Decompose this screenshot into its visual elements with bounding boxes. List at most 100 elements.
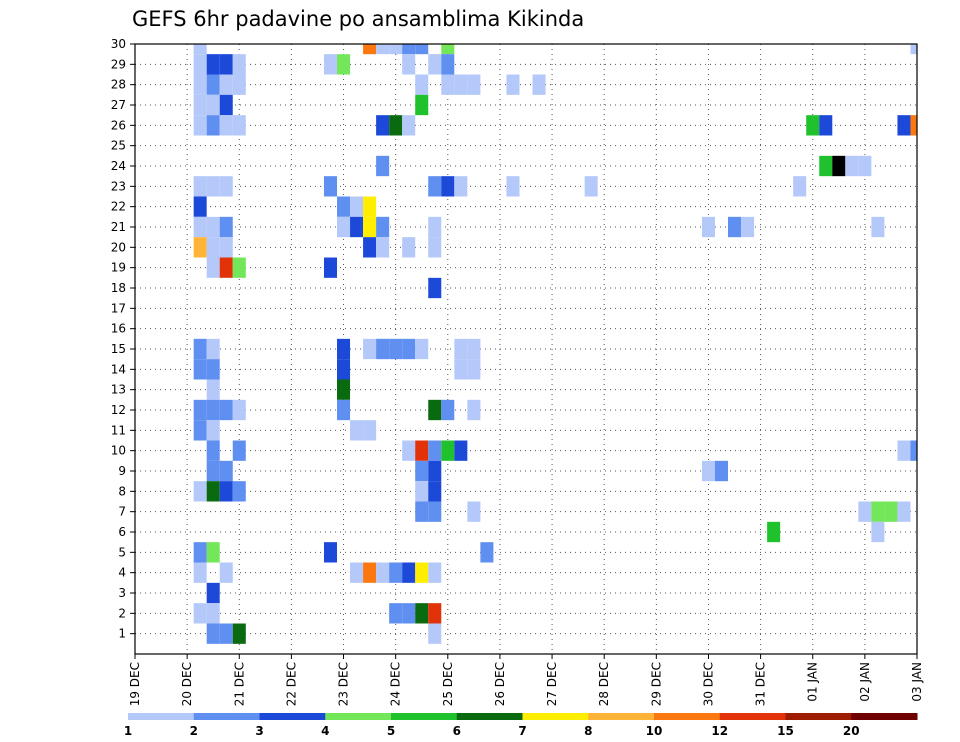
heatmap-cell: [363, 562, 377, 583]
heatmap-cell: [428, 399, 442, 421]
heatmap-cell: [323, 542, 338, 563]
y-tick-label: 4: [118, 566, 126, 580]
heatmap-cell: [428, 623, 442, 644]
heatmap-cell: [428, 603, 442, 624]
heatmap-cell: [402, 44, 416, 55]
heatmap-cell: [428, 54, 442, 75]
colorbar-segment: [588, 713, 655, 720]
heatmap-cell: [376, 44, 390, 55]
colorbar-label: 20: [843, 724, 860, 738]
heatmap-cell: [350, 420, 364, 441]
heatmap-cell: [884, 501, 898, 522]
heatmap-cell: [232, 74, 246, 95]
heatmap-cell: [428, 481, 442, 502]
heatmap-cell: [323, 54, 338, 75]
y-tick-label: 1: [118, 627, 126, 641]
heatmap-cell: [323, 257, 338, 278]
heatmap-cell: [232, 399, 246, 421]
heatmap-cell: [206, 338, 220, 360]
heatmap-cell: [206, 420, 220, 441]
y-tick-label: 27: [111, 98, 126, 112]
heatmap-cell: [402, 237, 416, 258]
x-tick-label: 29 DEC: [649, 662, 663, 706]
heatmap-cell: [402, 603, 416, 624]
y-tick-label: 6: [118, 525, 126, 539]
heatmap-cell: [193, 74, 207, 95]
heatmap-cell: [193, 603, 207, 624]
heatmap-cell: [206, 399, 220, 421]
heatmap-cell: [206, 623, 220, 644]
x-tick-label: 30 DEC: [701, 662, 715, 706]
colorbar-segment: [785, 713, 852, 720]
y-tick-label: 12: [111, 403, 126, 417]
heatmap-cell: [441, 176, 455, 197]
heatmap-cell: [323, 176, 338, 197]
heatmap-cell: [806, 115, 820, 136]
heatmap-cell: [454, 359, 468, 380]
y-tick-label: 19: [111, 261, 126, 275]
y-tick-label: 29: [111, 57, 126, 71]
colorbar-segment: [259, 713, 326, 720]
heatmap-cell: [193, 359, 207, 380]
x-tick-label: 26 DEC: [493, 662, 507, 706]
y-tick-label: 9: [118, 464, 126, 478]
heatmap-cell: [871, 501, 885, 522]
heatmap-cell: [415, 74, 429, 95]
y-tick-label: 7: [118, 505, 126, 519]
heatmap-cell: [832, 155, 846, 177]
heatmap-cell: [206, 379, 220, 400]
heatmap-cell: [389, 115, 403, 136]
chart-title: GEFS 6hr padavine po ansamblima Kikinda: [132, 7, 584, 31]
y-tick-label: 13: [111, 383, 126, 397]
heatmap-cell: [910, 115, 917, 136]
heatmap-cell: [206, 257, 220, 278]
x-tick-label: 23 DEC: [337, 662, 351, 706]
heatmap-cell: [376, 155, 390, 177]
colorbar-label: 1: [124, 724, 132, 738]
heatmap-cell: [389, 338, 403, 360]
heatmap-cell: [337, 216, 351, 238]
heatmap-cell: [402, 440, 416, 461]
heatmap-cell: [428, 216, 442, 238]
heatmap-cell: [415, 501, 429, 522]
y-tick-label: 3: [118, 586, 126, 600]
heatmap-cell: [363, 196, 377, 217]
heatmap-cell: [337, 196, 351, 217]
heatmap-cell: [350, 216, 364, 238]
colorbar-label: 8: [584, 724, 592, 738]
heatmap-cell: [428, 501, 442, 522]
heatmap-cell: [193, 176, 207, 197]
heatmap-cell: [350, 196, 364, 217]
heatmap-cell: [389, 562, 403, 583]
x-tick-label: 28 DEC: [597, 662, 611, 706]
x-tick-label: 20 DEC: [180, 662, 194, 706]
heatmap-cell: [232, 440, 246, 461]
x-tick-label: 03 JAN: [910, 662, 924, 702]
heatmap-cell: [441, 440, 455, 461]
y-tick-label: 21: [111, 220, 126, 234]
colorbar-label: 2: [190, 724, 198, 738]
heatmap-cell: [897, 115, 911, 136]
heatmap-cell: [193, 338, 207, 360]
heatmap-cell: [363, 216, 377, 238]
colorbar-segment: [325, 713, 392, 720]
heatmap-cell: [584, 176, 598, 197]
y-tick-label: 18: [111, 281, 126, 295]
heatmap-cell: [415, 44, 429, 55]
heatmap-cell: [337, 379, 351, 400]
heatmap-cell: [232, 115, 246, 136]
heatmap-cell: [701, 460, 715, 482]
heatmap-cell: [701, 216, 715, 238]
heatmap-cell: [206, 460, 220, 482]
heatmap-cell: [337, 338, 351, 360]
heatmap-cell: [219, 54, 233, 75]
heatmap-cell: [206, 176, 220, 197]
heatmap-cell: [415, 603, 429, 624]
y-tick-label: 26: [111, 118, 126, 132]
heatmap-cell: [219, 216, 233, 238]
heatmap-cell: [363, 44, 377, 55]
heatmap-cell: [467, 338, 481, 360]
heatmap-cell: [193, 94, 207, 116]
heatmap-cell: [206, 582, 220, 604]
